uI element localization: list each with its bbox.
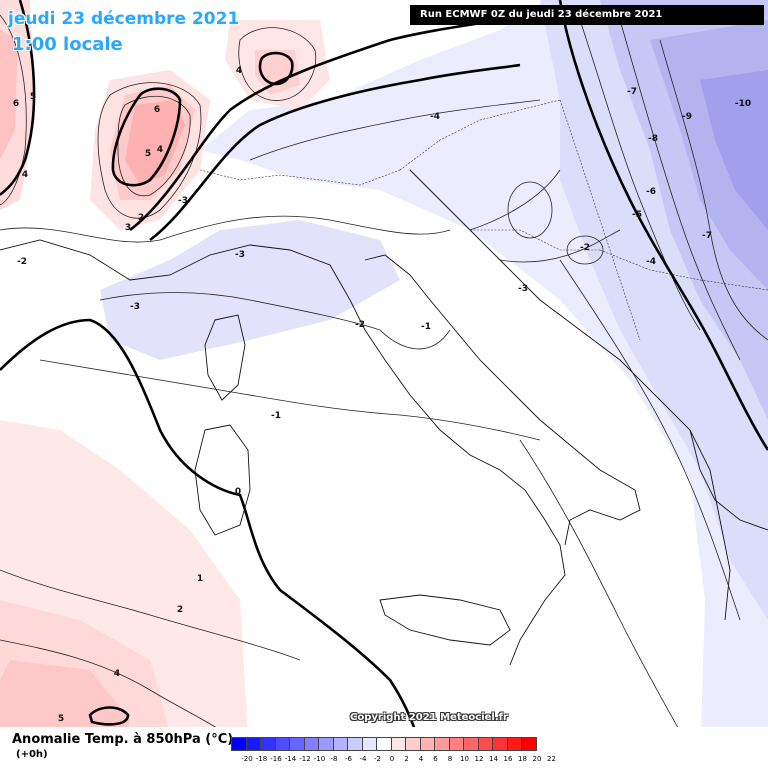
color-swatch (332, 737, 348, 751)
scale-tick-label: -20 (241, 755, 253, 763)
contour-label: -3 (130, 302, 140, 312)
scale-tick-label: 14 (489, 755, 498, 763)
contour-label: 5 (30, 92, 36, 102)
model-run-banner: Run ECMWF 0Z du jeudi 23 décembre 2021 (410, 5, 764, 25)
legend-title: Anomalie Temp. à 850hPa (°C) (12, 732, 234, 747)
scale-tick-label: -2 (374, 755, 381, 763)
contour-label: -3 (178, 196, 188, 206)
scale-tick-label: -18 (255, 755, 268, 763)
scale-tick-label: 2 (404, 755, 409, 763)
color-swatch (274, 737, 290, 751)
color-swatch (376, 737, 392, 751)
contour-label: -4 (430, 112, 440, 122)
scale-tick-label: 20 (532, 755, 542, 763)
contour-label: 0 (235, 487, 241, 497)
scale-tick-label: -8 (330, 755, 338, 763)
color-swatch (347, 737, 363, 751)
contour-label: 6 (154, 105, 160, 115)
contour-label: -4 (646, 257, 656, 267)
scale-tick-label: 4 (418, 755, 424, 763)
thin-contours (0, 14, 768, 768)
contour-label: -10 (735, 99, 751, 109)
contour-label: -2 (17, 257, 27, 267)
contour-label: -1 (271, 411, 281, 421)
contour-label: -7 (627, 87, 637, 97)
contour-labels: 6 5 4 6 5 4 2 3 4 -2 -3 -3 -3 -4 -1 -2 -… (13, 66, 751, 724)
contour-label: -7 (702, 231, 712, 241)
legend-subtitle: (+0h) (16, 749, 48, 760)
color-scale-ticks: -20 -18 -16 -14 -12 -10 -8 -6 -4 -2 0 2 4 6 8 10 12 14 16 1… (231, 755, 561, 767)
contour-label: 4 (22, 170, 28, 180)
color-swatch (448, 737, 464, 751)
color-swatch (390, 737, 406, 751)
scale-tick-label: 8 (447, 755, 453, 763)
color-swatch (521, 737, 537, 751)
scale-tick-label: -14 (284, 755, 297, 763)
contour-label: 3 (125, 223, 131, 233)
scale-tick-label: -4 (359, 755, 367, 763)
color-scale (231, 737, 537, 751)
color-swatch (506, 737, 522, 751)
contour-label: -3 (518, 284, 528, 294)
forecast-time: 1:00 locale (12, 34, 123, 55)
color-swatch (492, 737, 508, 751)
contour-label: -8 (648, 134, 658, 144)
color-swatch (303, 737, 319, 751)
forecast-date: jeudi 23 décembre 2021 (8, 9, 240, 29)
contour-label: 6 (13, 99, 19, 109)
contour-label: -6 (646, 187, 656, 197)
contour-label: 4 (236, 66, 242, 76)
copyright-notice: Copyright 2021 Meteociel.fr (350, 712, 508, 723)
contour-label: 4 (157, 145, 163, 155)
color-swatch (434, 737, 450, 751)
contour-label: 5 (58, 714, 64, 724)
contour-label: -2 (355, 320, 365, 330)
color-swatch (419, 737, 435, 751)
scale-tick-label: -6 (345, 755, 352, 763)
color-swatch (231, 737, 247, 751)
contour-label: -9 (682, 112, 692, 122)
country-borders (199, 99, 768, 341)
scale-tick-label: 0 (389, 755, 395, 763)
contour-label: -2 (580, 243, 590, 253)
color-swatch (463, 737, 479, 751)
scale-tick-label: 6 (433, 755, 438, 763)
color-swatch (245, 737, 261, 751)
contour-label: 5 (145, 149, 151, 159)
color-swatch (260, 737, 276, 751)
scale-tick-label: 22 (547, 755, 556, 763)
color-swatch (289, 737, 305, 751)
contour-label: 2 (138, 213, 144, 223)
color-swatch (405, 737, 421, 751)
scale-tick-label: -12 (299, 755, 311, 763)
scale-tick-label: 16 (503, 755, 513, 763)
color-swatch (318, 737, 334, 751)
color-swatch (477, 737, 493, 751)
contour-label: 4 (114, 669, 120, 679)
contour-label: -3 (235, 250, 245, 260)
color-swatch (361, 737, 377, 751)
scale-tick-label: -10 (313, 755, 326, 763)
contour-label: 2 (177, 605, 183, 615)
scale-tick-label: 10 (460, 755, 469, 763)
legend-panel: Anomalie Temp. à 850hPa (°C) (+0h) -20 -1… (0, 727, 768, 768)
scale-tick-label: -16 (270, 755, 282, 763)
scale-tick-label: 12 (474, 755, 484, 763)
scale-tick-label: 18 (518, 755, 527, 763)
contour-label: 1 (197, 574, 203, 584)
contour-label: -5 (632, 210, 642, 220)
contour-label: -1 (421, 322, 431, 332)
